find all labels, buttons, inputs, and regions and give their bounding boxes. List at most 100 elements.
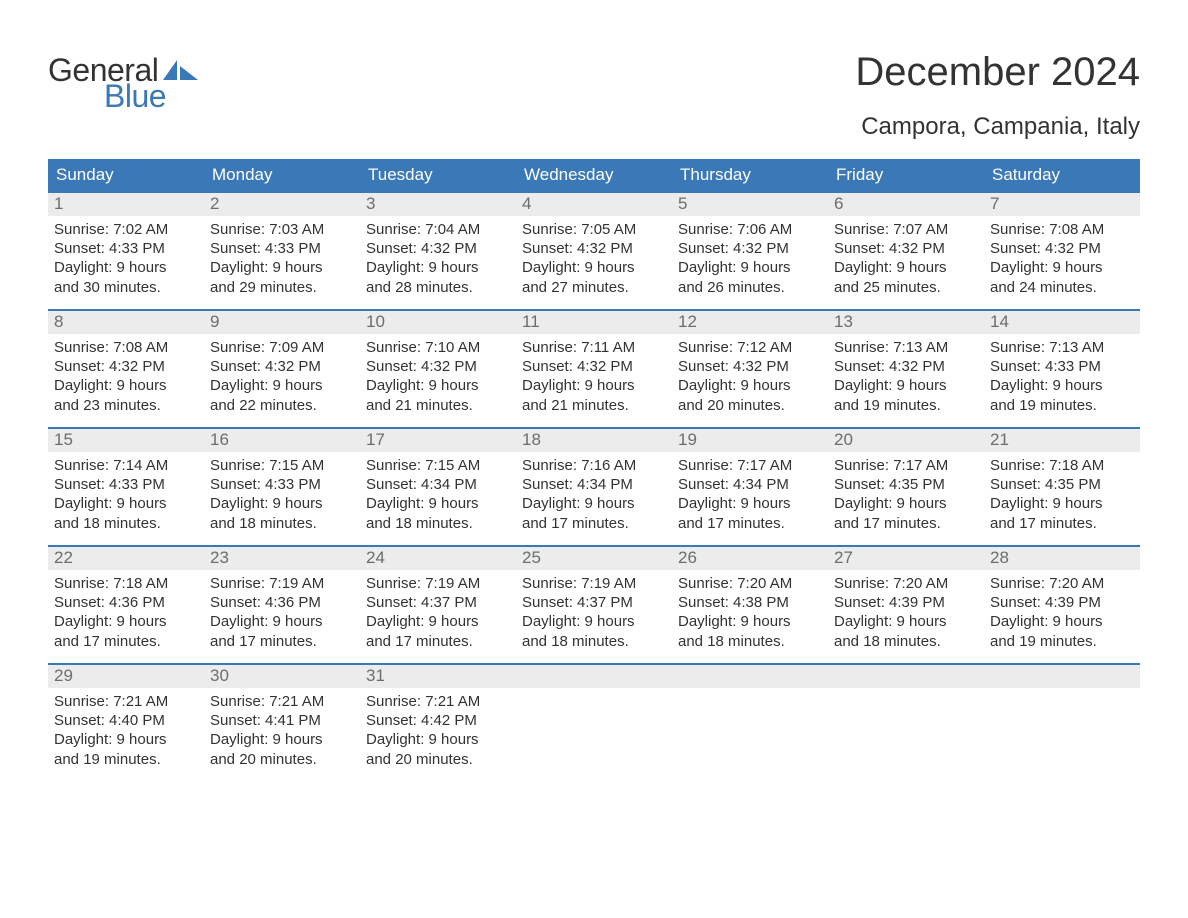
daylight-text-2: and 26 minutes. (678, 278, 822, 297)
day-cell: 7Sunrise: 7:08 AMSunset: 4:32 PMDaylight… (984, 191, 1140, 309)
sunrise-text: Sunrise: 7:02 AM (54, 220, 198, 239)
day-number: 23 (204, 545, 360, 570)
daylight-text-1: Daylight: 9 hours (366, 612, 510, 631)
weeks-container: 1Sunrise: 7:02 AMSunset: 4:33 PMDaylight… (48, 191, 1140, 781)
daylight-text-2: and 20 minutes. (678, 396, 822, 415)
sunrise-text: Sunrise: 7:19 AM (366, 574, 510, 593)
daylight-text-1: Daylight: 9 hours (522, 258, 666, 277)
sunrise-text: Sunrise: 7:03 AM (210, 220, 354, 239)
day-number (828, 663, 984, 688)
sunrise-text: Sunrise: 7:08 AM (990, 220, 1134, 239)
daylight-text-2: and 22 minutes. (210, 396, 354, 415)
day-number: 31 (360, 663, 516, 688)
sunrise-text: Sunrise: 7:21 AM (54, 692, 198, 711)
daylight-text-1: Daylight: 9 hours (54, 376, 198, 395)
day-body: Sunrise: 7:17 AMSunset: 4:34 PMDaylight:… (672, 452, 828, 533)
day-body: Sunrise: 7:11 AMSunset: 4:32 PMDaylight:… (516, 334, 672, 415)
day-number: 30 (204, 663, 360, 688)
daylight-text-1: Daylight: 9 hours (678, 376, 822, 395)
day-body: Sunrise: 7:18 AMSunset: 4:36 PMDaylight:… (48, 570, 204, 651)
sunrise-text: Sunrise: 7:10 AM (366, 338, 510, 357)
sunrise-text: Sunrise: 7:20 AM (834, 574, 978, 593)
daylight-text-1: Daylight: 9 hours (54, 730, 198, 749)
daylight-text-2: and 19 minutes. (990, 632, 1134, 651)
day-cell: 5Sunrise: 7:06 AMSunset: 4:32 PMDaylight… (672, 191, 828, 309)
daylight-text-2: and 27 minutes. (522, 278, 666, 297)
day-number: 19 (672, 427, 828, 452)
daylight-text-2: and 17 minutes. (54, 632, 198, 651)
sunset-text: Sunset: 4:42 PM (366, 711, 510, 730)
weekday-header-cell: Sunday (48, 159, 204, 191)
day-number: 10 (360, 309, 516, 334)
day-body: Sunrise: 7:03 AMSunset: 4:33 PMDaylight:… (204, 216, 360, 297)
day-body (984, 688, 1140, 692)
daylight-text-2: and 18 minutes. (834, 632, 978, 651)
day-body (828, 688, 984, 692)
day-body: Sunrise: 7:12 AMSunset: 4:32 PMDaylight:… (672, 334, 828, 415)
day-body: Sunrise: 7:21 AMSunset: 4:41 PMDaylight:… (204, 688, 360, 769)
daylight-text-2: and 17 minutes. (210, 632, 354, 651)
day-body: Sunrise: 7:21 AMSunset: 4:40 PMDaylight:… (48, 688, 204, 769)
daylight-text-2: and 17 minutes. (522, 514, 666, 533)
daylight-text-1: Daylight: 9 hours (54, 258, 198, 277)
day-cell: 18Sunrise: 7:16 AMSunset: 4:34 PMDayligh… (516, 427, 672, 545)
day-number: 24 (360, 545, 516, 570)
day-cell: 28Sunrise: 7:20 AMSunset: 4:39 PMDayligh… (984, 545, 1140, 663)
day-body: Sunrise: 7:07 AMSunset: 4:32 PMDaylight:… (828, 216, 984, 297)
daylight-text-1: Daylight: 9 hours (522, 612, 666, 631)
daylight-text-1: Daylight: 9 hours (522, 494, 666, 513)
day-body (672, 688, 828, 692)
sunrise-text: Sunrise: 7:20 AM (990, 574, 1134, 593)
daylight-text-2: and 28 minutes. (366, 278, 510, 297)
day-cell: 21Sunrise: 7:18 AMSunset: 4:35 PMDayligh… (984, 427, 1140, 545)
logo: General Blue (48, 54, 200, 112)
day-cell (828, 663, 984, 781)
day-number: 22 (48, 545, 204, 570)
daylight-text-2: and 19 minutes. (54, 750, 198, 769)
day-cell: 2Sunrise: 7:03 AMSunset: 4:33 PMDaylight… (204, 191, 360, 309)
daylight-text-1: Daylight: 9 hours (366, 376, 510, 395)
sunrise-text: Sunrise: 7:15 AM (210, 456, 354, 475)
daylight-text-1: Daylight: 9 hours (210, 730, 354, 749)
sunset-text: Sunset: 4:36 PM (54, 593, 198, 612)
day-number: 1 (48, 191, 204, 216)
day-body: Sunrise: 7:19 AMSunset: 4:36 PMDaylight:… (204, 570, 360, 651)
sunset-text: Sunset: 4:33 PM (210, 239, 354, 258)
day-cell: 16Sunrise: 7:15 AMSunset: 4:33 PMDayligh… (204, 427, 360, 545)
sunset-text: Sunset: 4:41 PM (210, 711, 354, 730)
day-body: Sunrise: 7:08 AMSunset: 4:32 PMDaylight:… (48, 334, 204, 415)
weekday-header-row: SundayMondayTuesdayWednesdayThursdayFrid… (48, 159, 1140, 191)
sunrise-text: Sunrise: 7:18 AM (990, 456, 1134, 475)
day-cell: 29Sunrise: 7:21 AMSunset: 4:40 PMDayligh… (48, 663, 204, 781)
sunrise-text: Sunrise: 7:19 AM (210, 574, 354, 593)
sunrise-text: Sunrise: 7:09 AM (210, 338, 354, 357)
weekday-header-cell: Wednesday (516, 159, 672, 191)
daylight-text-1: Daylight: 9 hours (834, 494, 978, 513)
day-number: 28 (984, 545, 1140, 570)
weekday-header-cell: Thursday (672, 159, 828, 191)
sunset-text: Sunset: 4:32 PM (522, 357, 666, 376)
sunset-text: Sunset: 4:32 PM (990, 239, 1134, 258)
sunrise-text: Sunrise: 7:08 AM (54, 338, 198, 357)
day-number: 26 (672, 545, 828, 570)
day-body: Sunrise: 7:20 AMSunset: 4:38 PMDaylight:… (672, 570, 828, 651)
sunset-text: Sunset: 4:39 PM (834, 593, 978, 612)
daylight-text-2: and 18 minutes. (678, 632, 822, 651)
sunrise-text: Sunrise: 7:15 AM (366, 456, 510, 475)
day-cell: 3Sunrise: 7:04 AMSunset: 4:32 PMDaylight… (360, 191, 516, 309)
sunset-text: Sunset: 4:33 PM (54, 475, 198, 494)
day-cell (516, 663, 672, 781)
daylight-text-2: and 17 minutes. (678, 514, 822, 533)
daylight-text-2: and 24 minutes. (990, 278, 1134, 297)
daylight-text-2: and 18 minutes. (522, 632, 666, 651)
day-body: Sunrise: 7:05 AMSunset: 4:32 PMDaylight:… (516, 216, 672, 297)
sunrise-text: Sunrise: 7:11 AM (522, 338, 666, 357)
day-body: Sunrise: 7:08 AMSunset: 4:32 PMDaylight:… (984, 216, 1140, 297)
daylight-text-2: and 20 minutes. (366, 750, 510, 769)
daylight-text-2: and 17 minutes. (990, 514, 1134, 533)
sunset-text: Sunset: 4:39 PM (990, 593, 1134, 612)
day-cell: 23Sunrise: 7:19 AMSunset: 4:36 PMDayligh… (204, 545, 360, 663)
day-body: Sunrise: 7:15 AMSunset: 4:33 PMDaylight:… (204, 452, 360, 533)
sunset-text: Sunset: 4:33 PM (54, 239, 198, 258)
sunset-text: Sunset: 4:34 PM (678, 475, 822, 494)
